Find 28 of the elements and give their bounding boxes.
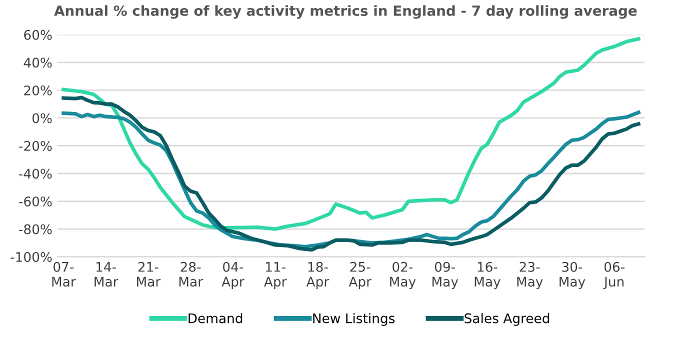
x-tick-label: 21- Mar [137,262,161,287]
x-tick-label: 18- Apr [306,262,330,290]
y-tick-label: 60% [24,30,52,40]
y-tick-label: 40% [24,58,52,68]
x-tick-label: 30- May [560,262,586,290]
line-series [62,37,640,231]
x-tick-label: 23- May [517,262,543,290]
x-tick-label: 09- May [432,262,458,290]
y-tick-label: -80% [19,224,52,234]
y-tick-label: -60% [19,196,52,206]
x-tick-label: 11- Apr [264,262,287,290]
legend-label: New Listings [313,313,395,326]
x-tick-label: 04- Apr [222,262,244,290]
x-tick-label: 25- Apr [348,262,372,290]
x-tick-label: 07- Mar [52,262,76,287]
y-tick-label: 0% [32,113,52,124]
legend-label: Demand [188,313,242,324]
x-tick-label: 02- May [390,262,416,290]
y-tick-label: -100% [10,252,52,262]
y-tick-label: -20% [19,140,52,151]
y-tick-label: -40% [19,168,52,179]
x-tick-label: 28- Mar [179,262,204,287]
y-tick-label: 20% [24,85,52,96]
chart-title: Annual % change of key activity metrics in England - 7 day rolling average [54,5,637,19]
x-tick-label: 16- May [474,262,500,290]
x-tick-label: 06- Jun [603,262,624,290]
x-tick-label: 14- Mar [94,262,118,287]
legend-label: Sales Agreed [464,313,550,326]
